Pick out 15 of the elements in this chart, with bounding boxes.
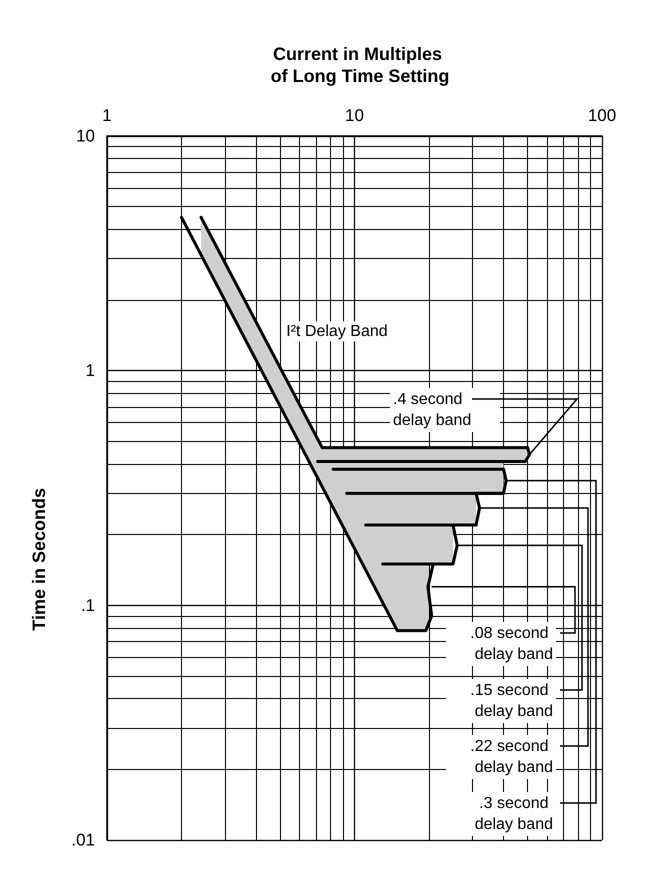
- annotation: I²t Delay Band: [286, 322, 388, 340]
- y-tick-label: 1: [86, 361, 95, 380]
- y-tick-label: .01: [71, 830, 95, 850]
- annotation: .4 second delay band: [393, 391, 472, 429]
- annotation: .3 second delay band: [474, 795, 553, 833]
- x-tick-label: 1: [102, 106, 112, 125]
- y-tick-label: 10: [76, 126, 95, 146]
- x-tick-label: 100: [588, 106, 616, 125]
- x-axis-title: Current in Multiples of Long Time Setting: [270, 44, 450, 86]
- annotation: .08 second delay band: [470, 625, 553, 663]
- y-axis-title: Time in Seconds: [29, 488, 49, 631]
- y-tick-label: .1: [80, 596, 95, 615]
- annotation: .15 second delay band: [470, 682, 553, 720]
- annotation: .22 second delay band: [470, 738, 553, 776]
- x-tick-label: 10: [345, 106, 364, 125]
